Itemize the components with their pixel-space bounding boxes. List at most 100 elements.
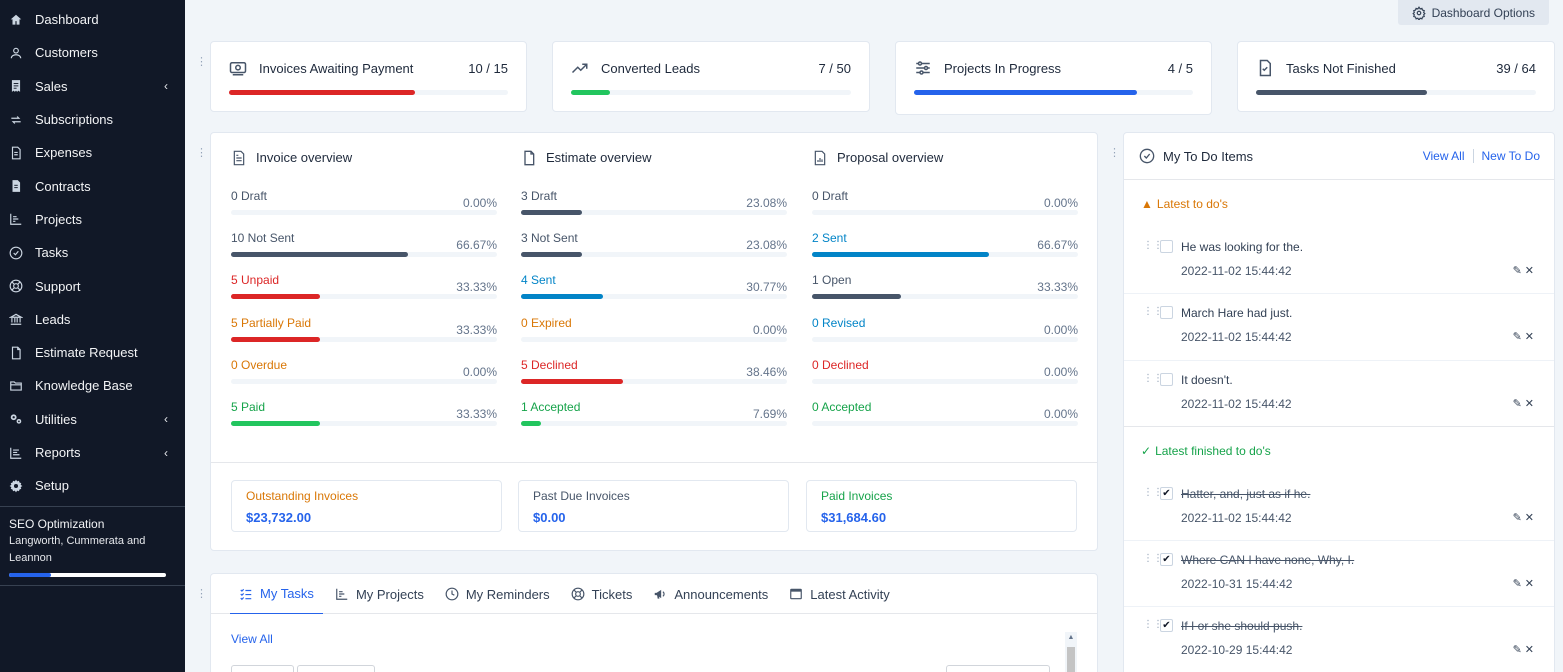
status-label[interactable]: 0 Draft	[812, 189, 849, 203]
sidebar-item-utilities[interactable]: Utilities ‹	[0, 403, 185, 436]
todo-checkbox[interactable]	[1160, 240, 1173, 253]
todo-checkbox[interactable]	[1160, 306, 1173, 320]
overview-status-row[interactable]: 3 Draft 23.08%	[521, 179, 787, 221]
status-label[interactable]: 3 Not Sent	[521, 231, 578, 246]
tab-tickets[interactable]: Tickets	[562, 574, 642, 614]
dashboard-options-button[interactable]: Dashboard Options	[1397, 0, 1549, 25]
status-label[interactable]: 0 Revised	[812, 315, 866, 330]
edit-icon[interactable]: ✎	[1512, 397, 1522, 410]
status-label[interactable]: 4 Sent	[521, 273, 556, 288]
edit-icon[interactable]: ✎	[1512, 331, 1522, 344]
tasks-view-all-link[interactable]: View All	[231, 632, 273, 646]
tab-latest-activity[interactable]: Latest Activity	[780, 574, 898, 614]
drag-handle-icon[interactable]: ⋮⋮	[1143, 240, 1163, 251]
overview-status-row[interactable]: 0 Declined 0.00%	[812, 348, 1078, 390]
overview-status-row[interactable]: 10 Not Sent 66.67%	[231, 221, 497, 263]
sidebar-item-setup[interactable]: Setup	[0, 469, 185, 502]
edit-icon[interactable]: ✎	[1512, 265, 1522, 277]
status-label[interactable]: 0 Overdue	[231, 357, 288, 372]
drag-handle-icon[interactable]: ⋮⋮	[1143, 486, 1163, 498]
sidebar-item-knowledge-base[interactable]: Knowledge Base	[0, 369, 185, 402]
status-label[interactable]: 5 Unpaid	[231, 273, 280, 288]
status-label[interactable]: 2 Sent	[812, 231, 847, 246]
overview-status-row[interactable]: 1 Accepted 7.69%	[521, 390, 787, 432]
tab-announcements[interactable]: Announcements	[644, 574, 777, 614]
overview-status-row[interactable]: 5 Paid 33.33%	[231, 390, 497, 432]
sidebar-item-support[interactable]: Support	[0, 269, 185, 302]
invoice-overview-title[interactable]: Invoice overview	[256, 150, 353, 165]
overview-status-row[interactable]: 5 Declined 38.46%	[521, 348, 787, 390]
sidebar-item-sales[interactable]: Sales ‹	[0, 70, 185, 103]
sidebar-item-projects[interactable]: Projects	[0, 203, 185, 236]
sidebar-item-tasks[interactable]: Tasks	[0, 236, 185, 269]
overview-status-row[interactable]: 0 Revised 0.00%	[812, 306, 1078, 348]
table-length-select[interactable]	[231, 665, 294, 672]
sidebar-item-reports[interactable]: Reports ‹	[0, 436, 185, 469]
todo-checkbox[interactable]: ✔	[1160, 486, 1173, 500]
sidebar-item-estimate-request[interactable]: Estimate Request	[0, 336, 185, 369]
table-export-button[interactable]	[297, 665, 375, 672]
sidebar-item-dashboard[interactable]: Dashboard	[0, 3, 185, 36]
scrollbar[interactable]: ▲	[1065, 632, 1077, 672]
todo-checkbox[interactable]: ✔	[1160, 619, 1173, 633]
status-label[interactable]: 3 Draft	[521, 189, 558, 203]
status-label[interactable]: 1 Open	[812, 273, 852, 288]
table-search-input[interactable]	[946, 665, 1050, 672]
overview-status-row[interactable]: 5 Unpaid 33.33%	[231, 263, 497, 305]
edit-icon[interactable]: ✎	[1512, 511, 1522, 524]
overview-status-row[interactable]: 0 Draft 0.00%	[812, 179, 1078, 221]
overview-status-row[interactable]: 0 Draft 0.00%	[231, 179, 497, 221]
sidebar-item-customers[interactable]: Customers	[0, 36, 185, 69]
stat-card-projects-in-progress[interactable]: Projects In Progress 4 / 5	[895, 41, 1212, 115]
estimate-overview-title[interactable]: Estimate overview	[546, 150, 652, 165]
status-percent: 0.00%	[462, 364, 497, 379]
todo-checkbox[interactable]	[1160, 372, 1173, 386]
sidebar-item-contracts[interactable]: Contracts	[0, 169, 185, 202]
status-label[interactable]: 10 Not Sent	[231, 231, 295, 246]
todo-checkbox[interactable]: ✔	[1160, 553, 1173, 567]
overview-status-row[interactable]: 2 Sent 66.67%	[812, 221, 1078, 263]
status-label[interactable]: 5 Declined	[521, 357, 578, 372]
drag-handle-icon[interactable]: ⋮⋮	[1143, 619, 1163, 631]
close-icon[interactable]: ✕	[1524, 511, 1534, 524]
close-icon[interactable]: ✕	[1524, 644, 1534, 657]
tab-my-reminders[interactable]: My Reminders	[436, 574, 559, 614]
sidebar-item-leads[interactable]: Leads	[0, 303, 185, 336]
todo-view-all-link[interactable]: View All	[1422, 149, 1465, 163]
overview-status-row[interactable]: 0 Accepted 0.00%	[812, 390, 1078, 432]
edit-icon[interactable]: ✎	[1512, 644, 1522, 657]
overview-status-row[interactable]: 5 Partially Paid 33.33%	[231, 306, 497, 348]
status-label[interactable]: 0 Declined	[812, 357, 869, 372]
status-label[interactable]: 0 Expired	[521, 315, 572, 330]
stat-card-converted-leads[interactable]: Converted Leads 7 / 50	[552, 41, 870, 112]
overview-status-row[interactable]: 3 Not Sent 23.08%	[521, 221, 787, 263]
status-label[interactable]: 5 Partially Paid	[231, 315, 312, 330]
close-icon[interactable]: ✕	[1524, 578, 1534, 591]
stat-card-tasks-not-finished[interactable]: Tasks Not Finished 39 / 64	[1237, 41, 1555, 112]
drag-handle-icon[interactable]: ⋮⋮	[1143, 553, 1163, 565]
new-todo-link[interactable]: New To Do	[1481, 149, 1540, 163]
close-icon[interactable]: ✕	[1524, 331, 1534, 344]
tab-my-projects[interactable]: My Projects	[326, 574, 433, 614]
close-icon[interactable]: ✕	[1524, 265, 1534, 277]
tab-my-tasks[interactable]: My Tasks	[230, 574, 323, 614]
scroll-up-icon[interactable]: ▲	[1067, 634, 1075, 641]
edit-icon[interactable]: ✎	[1512, 578, 1522, 591]
status-label[interactable]: 5 Paid	[231, 399, 266, 414]
drag-handle-icon[interactable]: ⋮⋮	[1143, 306, 1163, 318]
scrollbar-thumb[interactable]	[1067, 647, 1075, 672]
status-label[interactable]: 0 Draft	[231, 189, 268, 203]
overview-status-row[interactable]: 0 Expired 0.00%	[521, 306, 787, 348]
proposal-overview-title[interactable]: Proposal overview	[837, 150, 944, 165]
status-label[interactable]: 0 Accepted	[812, 399, 872, 414]
close-icon[interactable]: ✕	[1524, 397, 1534, 410]
overview-status-row[interactable]: 1 Open 33.33%	[812, 263, 1078, 305]
sidebar-item-expenses[interactable]: Expenses	[0, 136, 185, 169]
overview-status-row[interactable]: 4 Sent 30.77%	[521, 263, 787, 305]
sidebar-item-subscriptions[interactable]: Subscriptions	[0, 103, 185, 136]
drag-handle-icon[interactable]: ⋮⋮	[1143, 372, 1163, 384]
overview-status-row[interactable]: 0 Overdue 0.00%	[231, 348, 497, 390]
stat-card-invoices-awaiting-payment[interactable]: Invoices Awaiting Payment 10 / 15	[210, 41, 527, 112]
status-label[interactable]: 1 Accepted	[521, 399, 581, 414]
sidebar-pinned-project[interactable]: SEO Optimization Langworth, Cummerata an…	[0, 507, 185, 587]
